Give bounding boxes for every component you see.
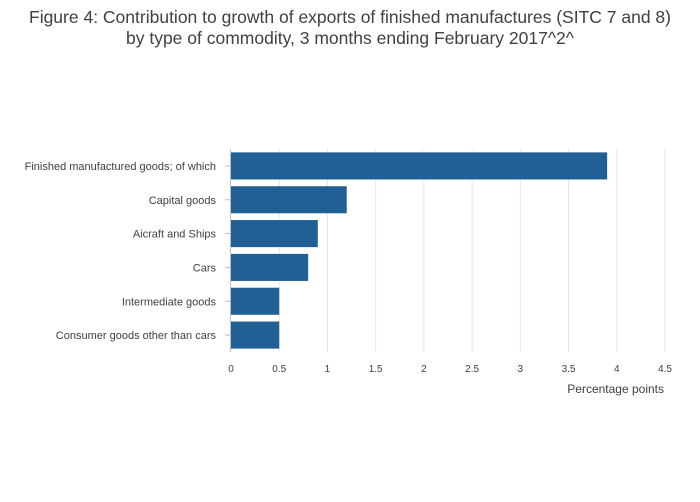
x-tick-label: 3	[518, 364, 524, 375]
x-tick-label: 2	[421, 364, 427, 375]
grid-lines	[278, 149, 666, 352]
category-label: Aicraft and Ships	[133, 229, 217, 241]
bar	[231, 220, 318, 248]
x-tick-label: 3.5	[562, 364, 576, 375]
category-label: Capital goods	[149, 195, 217, 207]
x-tick-label: 1.5	[369, 364, 383, 375]
bar	[231, 321, 280, 349]
x-tick-label: 0.5	[272, 364, 286, 375]
x-tick-label: 4.5	[658, 364, 672, 375]
chart-title: Figure 4: Contribution to growth of expo…	[29, 7, 671, 48]
x-tick-labels: 0 0.5 1 1.5 2 2.5 3 3.5 4 4.5	[228, 364, 672, 375]
axes	[225, 149, 231, 352]
category-labels: Finished manufactured goods; of which Cap…	[25, 161, 217, 342]
x-axis-title: Percentage points	[567, 382, 664, 396]
bar	[231, 287, 280, 315]
category-label: Finished manufactured goods; of which	[25, 161, 216, 173]
x-tick-label: 0	[228, 364, 234, 375]
bar	[231, 253, 309, 281]
category-label: Intermediate goods	[122, 296, 217, 308]
x-tick-label: 1	[325, 364, 331, 375]
x-tick-label: 4	[614, 364, 620, 375]
bars	[231, 152, 608, 349]
category-label: Cars	[193, 262, 217, 274]
bar	[231, 152, 608, 180]
category-label: Consumer goods other than cars	[56, 330, 217, 342]
x-tick-label: 2.5	[465, 364, 479, 375]
bar	[231, 186, 347, 214]
